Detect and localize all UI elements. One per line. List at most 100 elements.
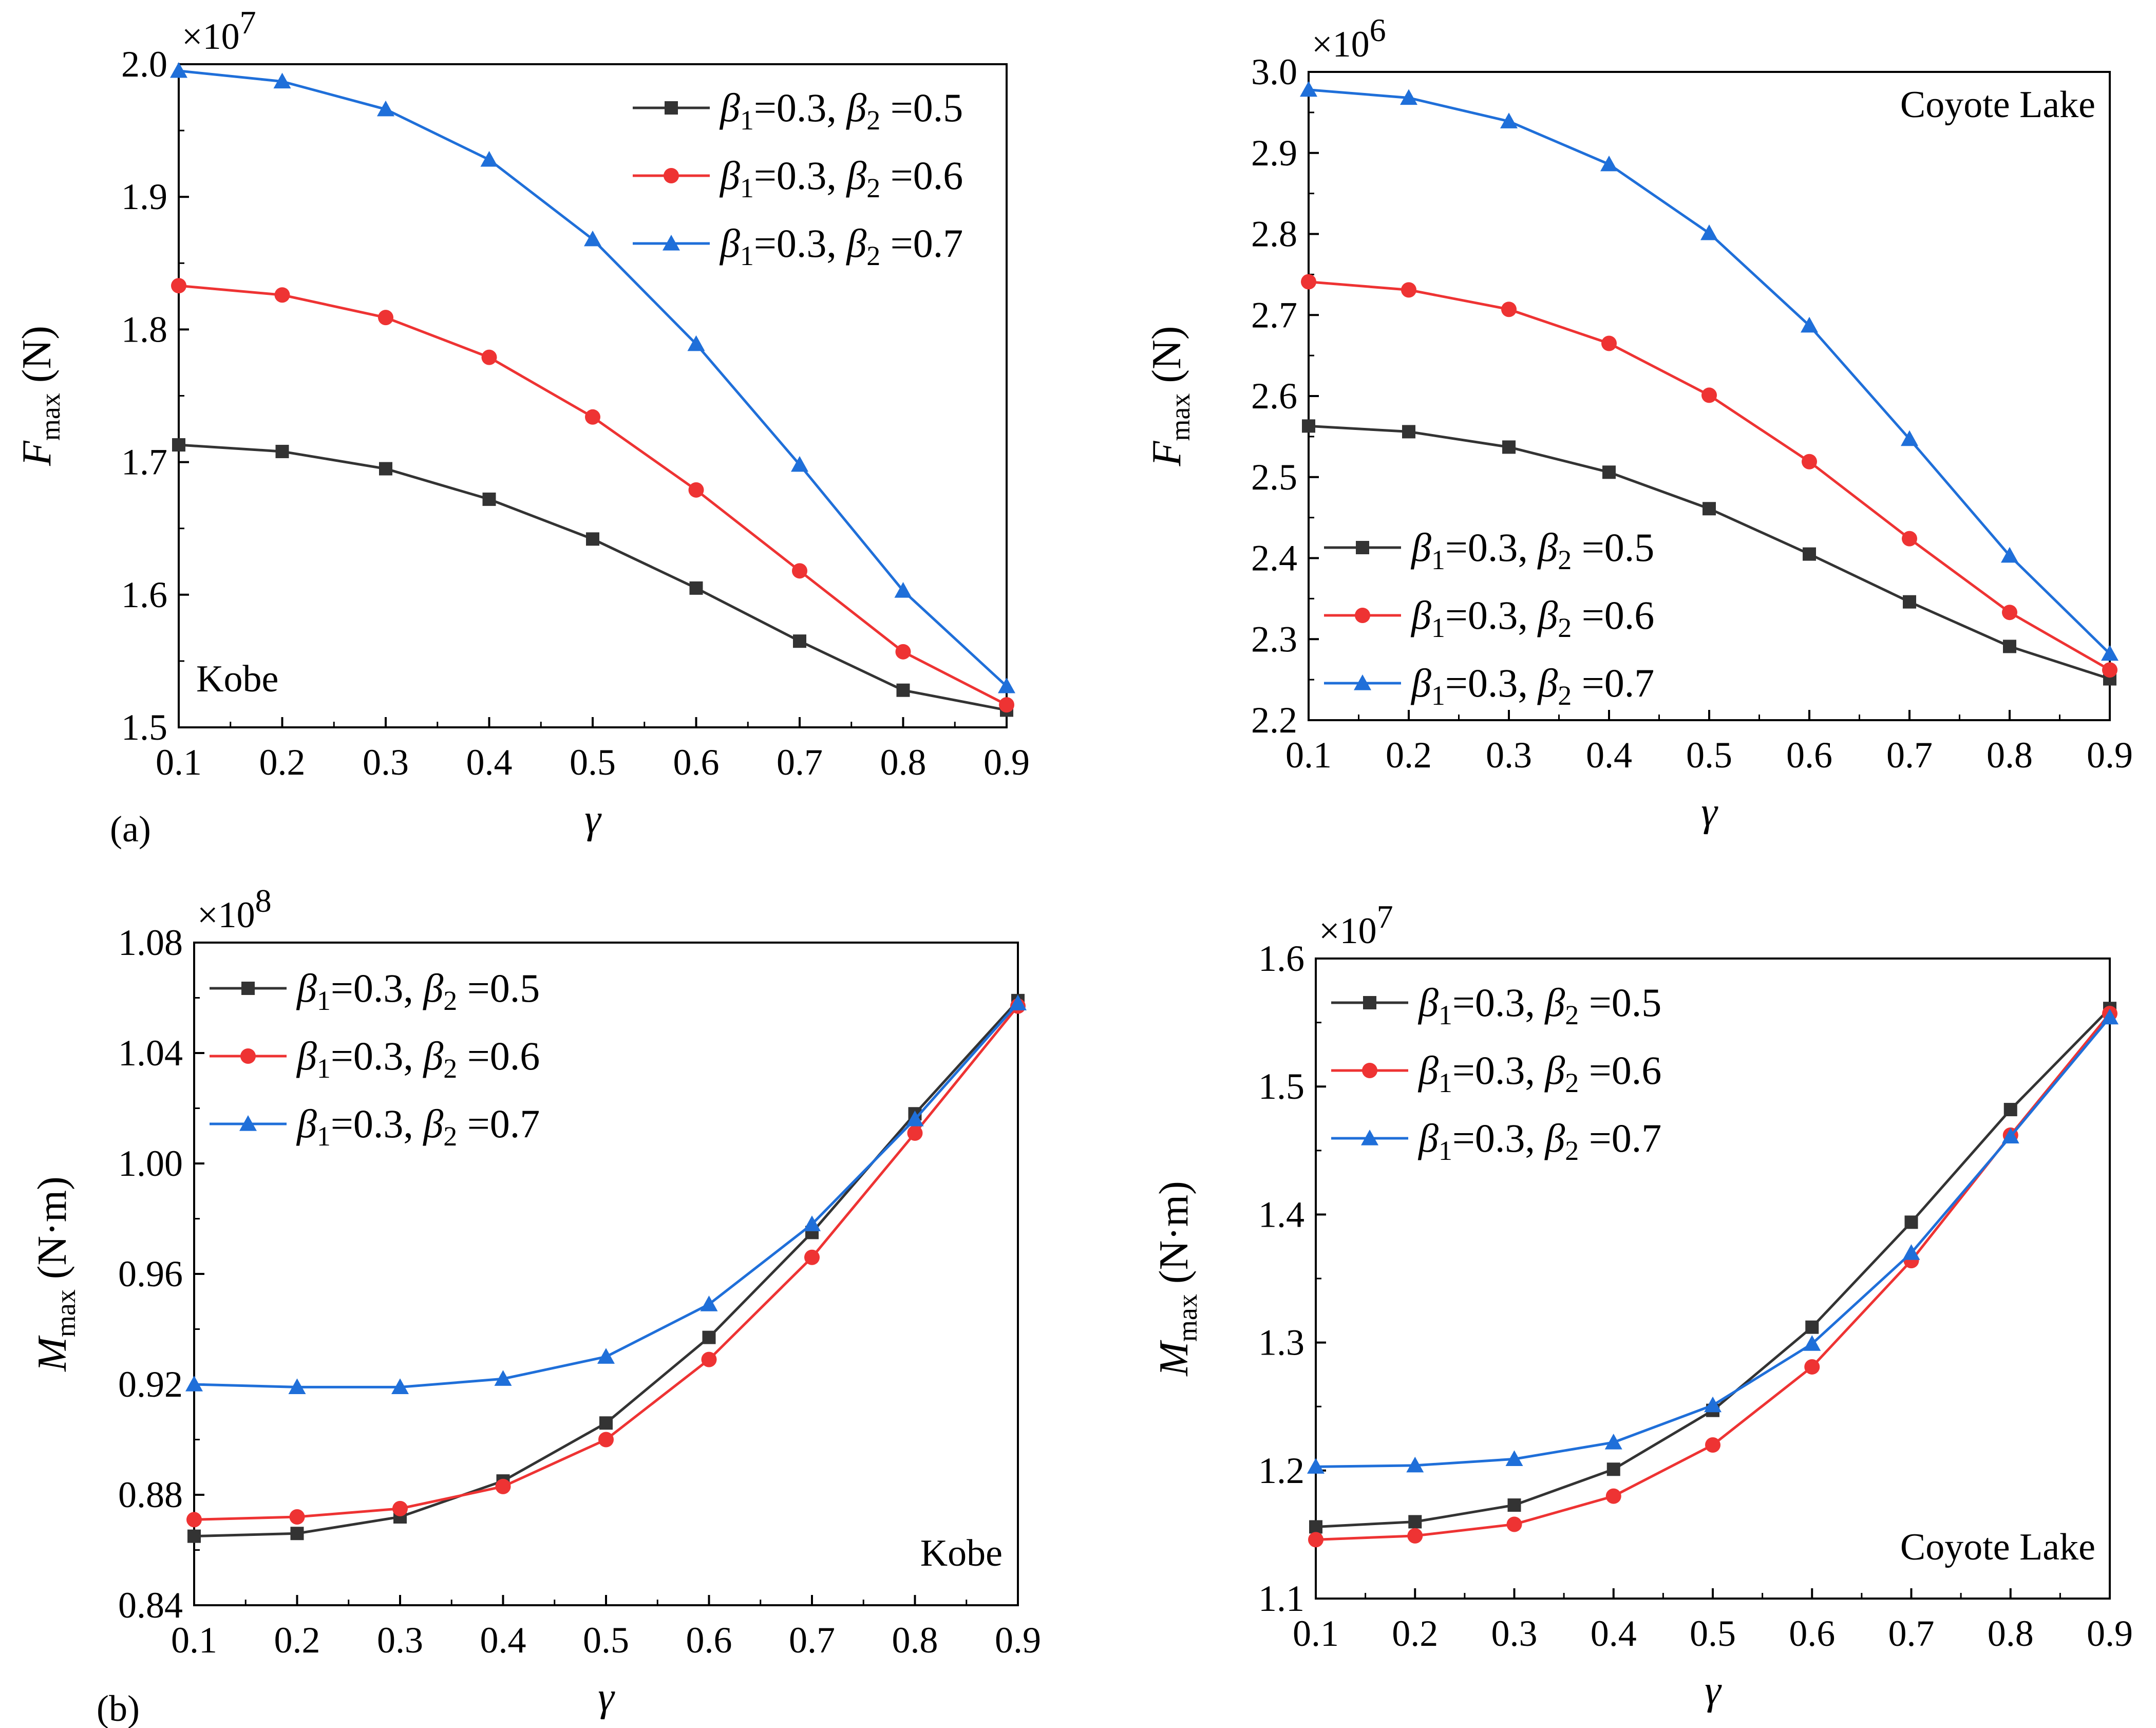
x-tick-label: 0.1	[171, 1620, 217, 1661]
data-point	[1302, 419, 1315, 433]
axis-multiplier: ×106	[1312, 12, 1386, 65]
data-point	[791, 456, 808, 472]
y-axis-title: Fmax (N)	[14, 326, 66, 466]
panel-label: (b)	[97, 1688, 140, 1728]
data-point	[170, 62, 187, 78]
x-tick-label: 0.9	[984, 742, 1030, 783]
legend-label: β1=0.3, β2 =0.6	[1410, 593, 1654, 643]
series-circle	[186, 998, 1026, 1528]
series-square	[1302, 419, 2116, 686]
data-point	[275, 444, 289, 458]
x-tick-label: 0.3	[1486, 735, 1532, 776]
data-point	[1606, 1462, 1620, 1476]
data-point	[1308, 1532, 1323, 1548]
y-tick-label: 3.0	[1251, 51, 1297, 92]
data-point	[2002, 605, 2017, 621]
data-point	[1505, 1450, 1523, 1466]
data-point	[185, 1376, 203, 1392]
data-point	[186, 1512, 202, 1528]
data-point	[289, 1509, 305, 1525]
legend-label: β1=0.3, β2 =0.5	[1417, 980, 1661, 1030]
data-point	[481, 349, 497, 365]
plot-frame	[193, 942, 1019, 1606]
x-tick-label: 0.4	[480, 1620, 526, 1661]
x-tick-label: 0.2	[1392, 1613, 1438, 1654]
x-tick-label: 0.2	[274, 1620, 320, 1661]
chart-b-kobe: 0.1 0.2 0.3 0.4 0.5 0.6 0.7 0.8 0.9 0.84 0.88 0.92 0…	[30, 882, 1041, 1728]
y-tick-label: 1.04	[118, 1032, 183, 1074]
x-tick-label: 0.6	[673, 742, 720, 783]
y-axis-title: Mmax (N·m)	[1151, 1181, 1203, 1377]
y-tick-label: 2.8	[1251, 214, 1297, 255]
data-point	[584, 230, 601, 247]
legend-marker	[1361, 1130, 1378, 1145]
data-point	[599, 1416, 613, 1430]
y-axis-title: Mmax (N·m)	[30, 1176, 81, 1372]
y-tick-label: 2.6	[1251, 375, 1297, 417]
legend-label: β1=0.3, β2 =0.7	[1410, 661, 1654, 711]
data-point	[1902, 1244, 1920, 1260]
y-tick-label: 2.3	[1251, 618, 1297, 660]
y-tick-label: 1.6	[121, 574, 167, 615]
x-tick-label: 0.2	[259, 742, 306, 783]
x-tick-label: 0.4	[1586, 735, 1632, 776]
data-point	[1401, 282, 1416, 298]
data-point	[598, 1432, 614, 1448]
y-tick-label: 0.84	[118, 1585, 183, 1626]
data-point	[171, 278, 186, 294]
x-tick-label: 0.6	[1789, 1613, 1835, 1654]
legend-marker	[239, 1115, 257, 1131]
chart-a-coyote: 0.1 0.2 0.3 0.4 0.5 0.6 0.7 0.8 0.9 2.2 2.3 2.4 2.5 2…	[1144, 12, 2133, 835]
series-line	[178, 284, 1008, 706]
legend-label: β1=0.3, β2 =0.6	[719, 153, 963, 203]
data-point	[702, 1330, 716, 1344]
data-point	[689, 581, 703, 595]
data-point	[1402, 425, 1415, 439]
x-tick-label: 0.9	[2087, 1613, 2133, 1654]
data-point	[1903, 595, 1916, 609]
data-point	[273, 72, 291, 89]
y-tick-label: 2.7	[1251, 294, 1297, 335]
data-point	[1406, 1456, 1424, 1473]
x-tick-label: 0.3	[377, 1620, 423, 1661]
x-axis-title: γ	[584, 797, 602, 842]
data-point	[907, 1125, 923, 1141]
x-tick-label: 0.5	[1686, 735, 1732, 776]
legend-marker	[1356, 541, 1369, 554]
data-point	[895, 644, 911, 660]
y-axis-title: Fmax (N)	[1144, 326, 1196, 467]
y-tick-label: 2.5	[1251, 457, 1297, 498]
data-point	[688, 482, 704, 498]
data-point	[906, 1111, 924, 1126]
legend-marker	[1355, 608, 1370, 623]
data-point	[896, 683, 910, 697]
data-point	[999, 697, 1014, 713]
data-point	[1805, 1320, 1819, 1334]
earthquake-label: Kobe	[920, 1532, 1003, 1574]
data-point	[1507, 1498, 1521, 1512]
data-point	[1901, 430, 1918, 446]
data-point	[2102, 662, 2117, 678]
x-tick-label: 0.6	[686, 1620, 732, 1661]
data-point	[1803, 547, 1816, 561]
x-tick-label: 0.9	[2087, 735, 2133, 776]
data-point	[1602, 465, 1616, 479]
data-point	[1500, 112, 1518, 128]
data-point	[379, 462, 392, 476]
series-line	[178, 443, 1007, 711]
data-point	[391, 1378, 409, 1394]
data-point	[290, 1527, 304, 1541]
x-tick-label: 0.1	[1285, 735, 1332, 776]
legend-marker	[1362, 1063, 1377, 1078]
data-point	[793, 634, 806, 648]
y-tick-label: 0.88	[118, 1474, 183, 1515]
legend-marker	[240, 1048, 256, 1064]
x-tick-label: 0.1	[1293, 1613, 1339, 1654]
legend: β1=0.3, β2 =0.5 β1=0.3, β2 =0.6 β1=0.3, β2…	[1331, 980, 1661, 1166]
y-tick-label: 1.2	[1258, 1450, 1304, 1491]
y-tick-label: 1.3	[1258, 1322, 1304, 1363]
data-point	[2003, 640, 2016, 653]
legend-label: β1=0.3, β2 =0.5	[296, 966, 540, 1016]
data-point	[1902, 531, 1917, 547]
